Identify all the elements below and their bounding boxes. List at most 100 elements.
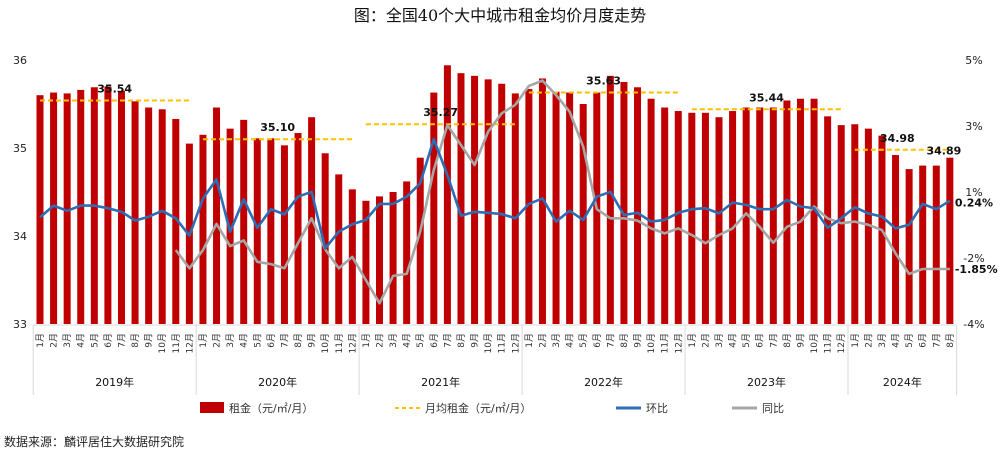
bar <box>919 166 926 324</box>
legend-label-yoy: 同比 <box>762 402 784 415</box>
month-tick-label: 5月 <box>252 333 263 348</box>
legend-label-mom: 环比 <box>646 402 668 415</box>
month-tick-label: 1月 <box>361 333 372 348</box>
right-axis: 5%3%1%-2%-4% <box>963 54 984 331</box>
month-tick-label: 7月 <box>116 333 127 348</box>
month-tick-label: 1月 <box>524 333 535 348</box>
bar <box>485 79 492 324</box>
month-tick-label: 5月 <box>415 333 426 348</box>
right-tick-label: 3% <box>965 120 982 133</box>
average-label: 34.98 <box>880 132 915 145</box>
month-tick-label: 3月 <box>877 333 888 348</box>
month-tick-label: 11月 <box>823 333 834 353</box>
bar <box>661 108 668 324</box>
month-tick-label: 7月 <box>442 333 453 348</box>
month-tick-label: 3月 <box>62 333 73 348</box>
right-tick-label: 5% <box>965 54 982 67</box>
month-tick-label: 2月 <box>49 333 60 348</box>
month-tick-label: 4月 <box>402 333 413 348</box>
month-tick-label: 2月 <box>537 333 548 348</box>
bar <box>906 169 913 324</box>
month-tick-label: 5月 <box>89 333 100 348</box>
month-tick-label: 3月 <box>551 333 562 348</box>
bar <box>281 145 288 324</box>
bar <box>132 101 139 324</box>
bar <box>199 135 206 324</box>
month-tick-label: 11月 <box>334 333 345 353</box>
month-tick-label: 9月 <box>307 333 318 348</box>
bar <box>390 192 397 324</box>
bar <box>376 196 383 324</box>
average-label: 35.63 <box>586 75 621 88</box>
bar <box>933 166 940 324</box>
month-tick-label: 10月 <box>320 333 331 353</box>
month-tick-label: 8月 <box>456 333 467 348</box>
month-tick-label: 2月 <box>212 333 223 348</box>
bar <box>634 87 641 324</box>
average-label: 35.44 <box>749 91 784 104</box>
month-tick-label: 7月 <box>931 333 942 348</box>
month-tick-label: 4月 <box>76 333 87 348</box>
bar <box>240 120 247 324</box>
bar <box>838 125 845 324</box>
year-label: 2019年 <box>95 375 134 389</box>
bar <box>104 86 111 324</box>
legend: 租金（元/㎡/月） 月均租金（元/㎡/月） 环比 同比 <box>200 401 784 415</box>
legend-swatch-rent <box>200 402 224 413</box>
month-tick-label: 2月 <box>863 333 874 348</box>
left-tick-label: 35 <box>13 142 27 155</box>
bar <box>783 100 790 324</box>
bar <box>553 92 560 324</box>
month-tick-label: 8月 <box>130 333 141 348</box>
month-tick-label: 3月 <box>225 333 236 348</box>
bar <box>756 108 763 324</box>
bar <box>946 158 953 324</box>
month-tick-label: 6月 <box>103 333 114 348</box>
left-tick-label: 34 <box>13 230 27 243</box>
month-tick-label: 9月 <box>795 333 806 348</box>
bar <box>457 73 464 324</box>
month-tick-label: 11月 <box>660 333 671 353</box>
mom-end-label: 0.24% <box>955 197 993 210</box>
legend-label-rent: 租金（元/㎡/月） <box>229 401 313 415</box>
bar <box>892 155 899 324</box>
month-tick-label: 4月 <box>891 333 902 348</box>
month-tick-label: 4月 <box>565 333 576 348</box>
bar <box>770 108 777 324</box>
month-tick-label: 1月 <box>35 333 46 348</box>
bar <box>254 138 261 324</box>
bar <box>702 113 709 324</box>
month-tick-label: 10月 <box>646 333 657 353</box>
year-label: 2023年 <box>747 375 786 389</box>
bar <box>688 113 695 324</box>
month-tick-label: 1月 <box>198 333 209 348</box>
average-label: 35.27 <box>423 106 458 119</box>
bar <box>512 93 519 324</box>
right-tick-label: -4% <box>963 318 984 331</box>
month-tick-label: 9月 <box>144 333 155 348</box>
month-tick-label: 5月 <box>578 333 589 348</box>
month-tick-label: 6月 <box>429 333 440 348</box>
month-tick-label: 10月 <box>157 333 168 353</box>
left-tick-label: 33 <box>13 318 27 331</box>
year-label: 2021年 <box>421 375 460 389</box>
bar <box>335 174 342 324</box>
month-tick-label: 12月 <box>673 333 684 353</box>
month-tick-label: 10月 <box>809 333 820 353</box>
month-tick-label: 6月 <box>266 333 277 348</box>
bar <box>444 65 451 324</box>
month-tick-label: 7月 <box>605 333 616 348</box>
bar <box>566 93 573 324</box>
bar <box>797 99 804 324</box>
month-tick-label: 3月 <box>714 333 725 348</box>
bar <box>851 124 858 324</box>
average-label: 35.10 <box>260 121 295 134</box>
month-tick-label: 10月 <box>483 333 494 353</box>
year-label: 2024年 <box>883 375 922 389</box>
month-tick-label: 12月 <box>184 333 195 353</box>
last-value-label: 34.89 <box>926 145 961 158</box>
bar <box>267 138 274 324</box>
month-tick-label: 9月 <box>470 333 481 348</box>
average-label: 35.54 <box>97 82 132 95</box>
